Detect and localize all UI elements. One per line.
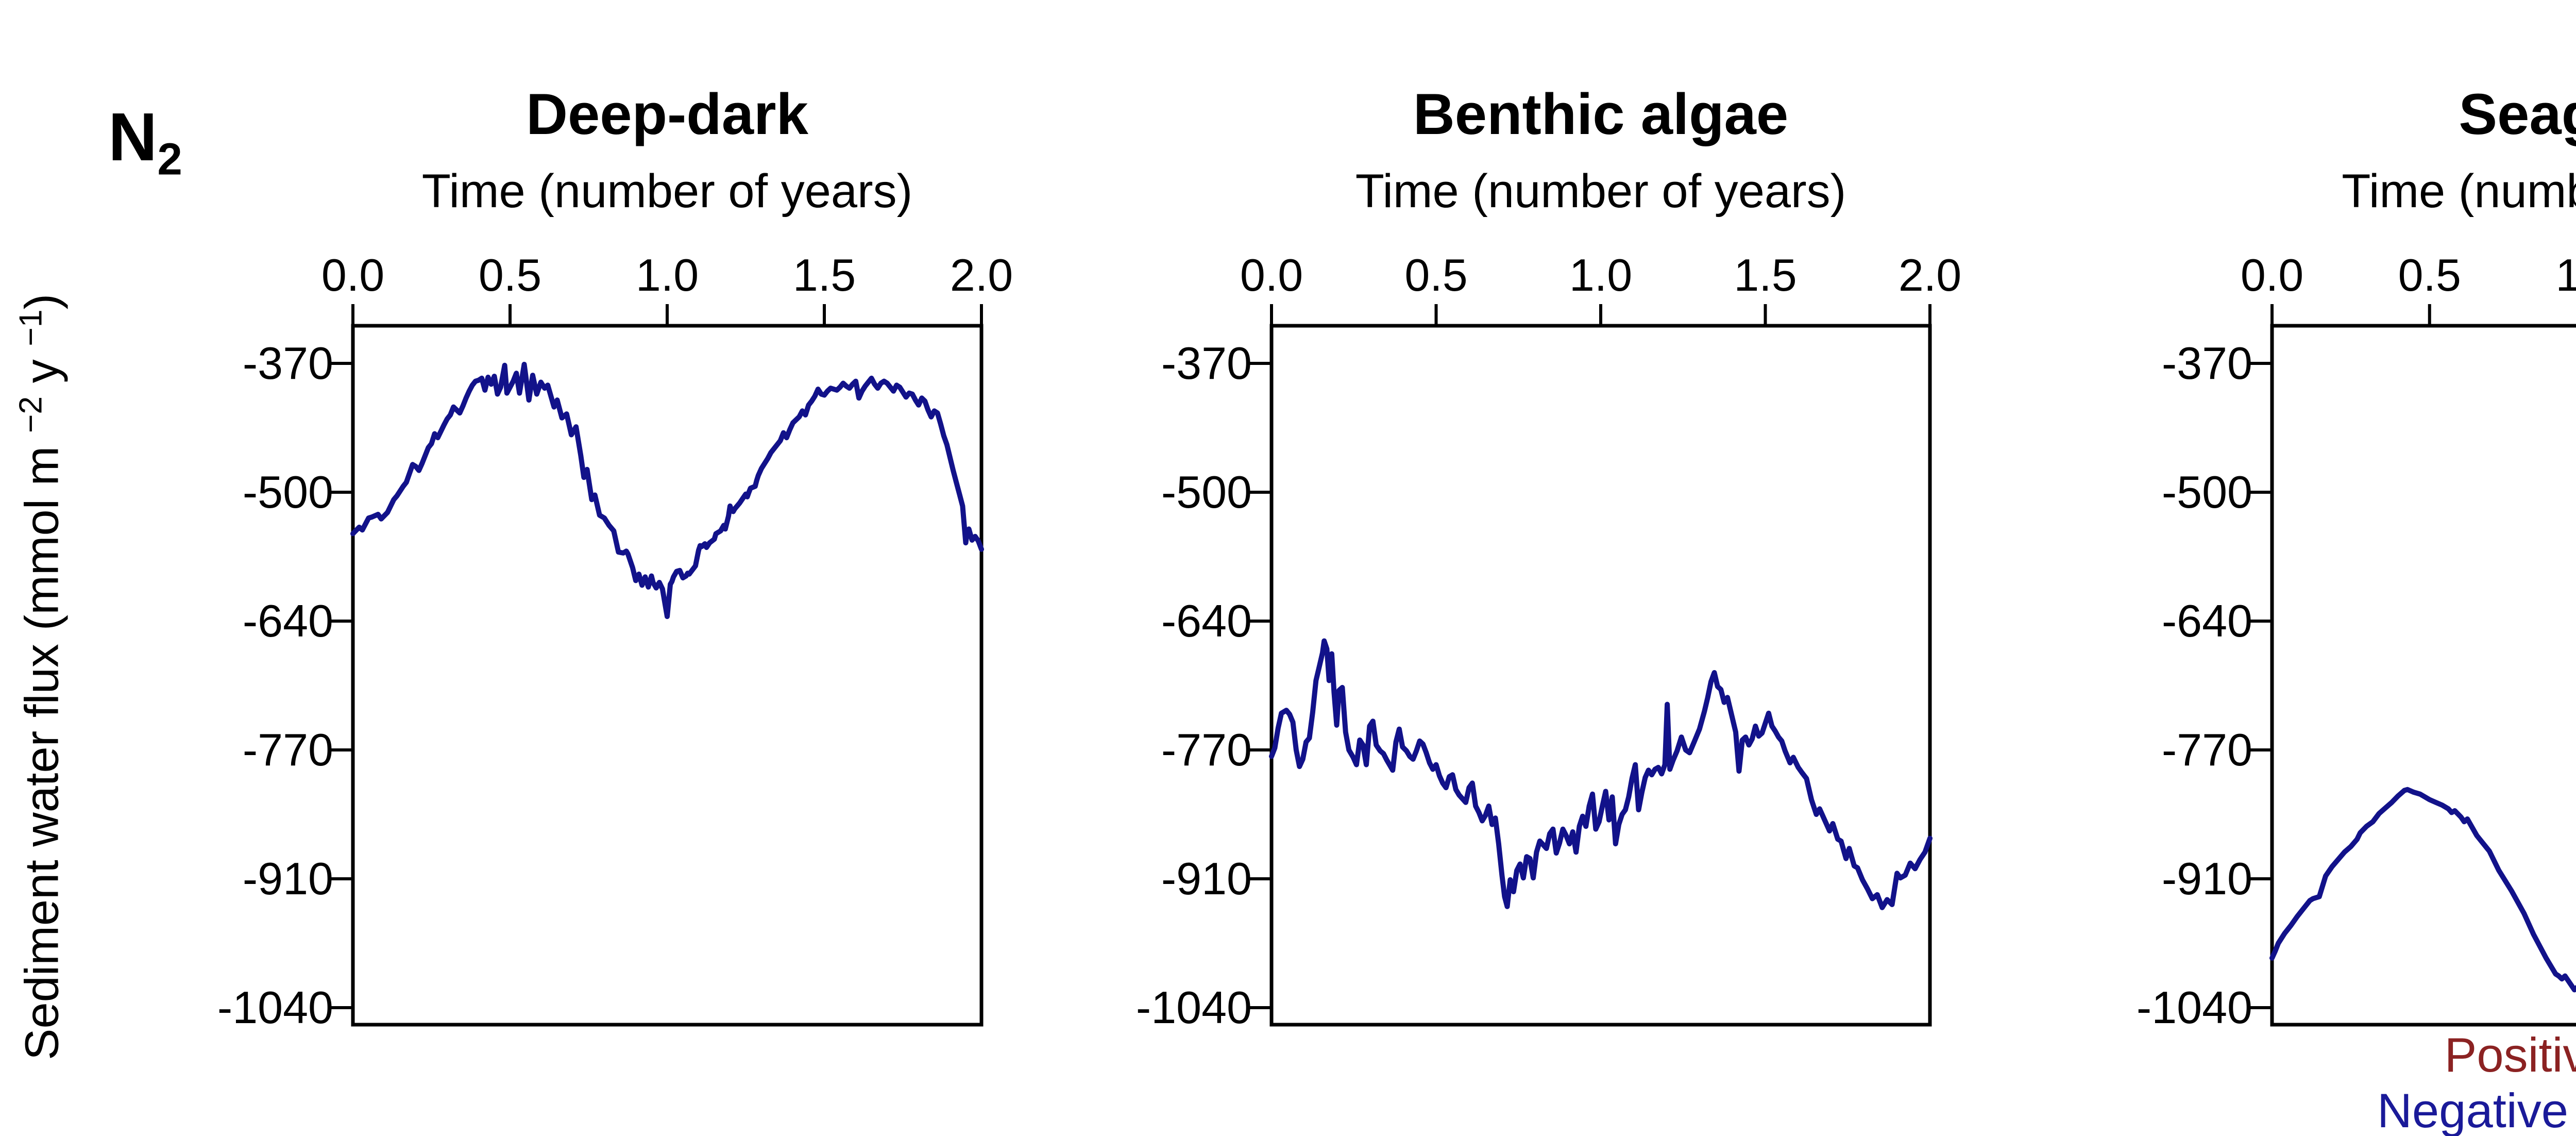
y-tick-label: -640 (1161, 595, 1252, 646)
x-tick-label: 1.0 (635, 249, 699, 300)
y-tick-label: -910 (2161, 853, 2252, 904)
molecule-label: N2 (108, 103, 182, 182)
data-line-deep-dark (350, 361, 984, 620)
molecule-subscript: 2 (157, 134, 182, 185)
x-tick-label: 0.5 (478, 249, 542, 300)
y-tick-label: -1040 (217, 982, 333, 1033)
chart-title-deep-dark: Deep-dark (526, 82, 808, 146)
data-line-benthic-algae (1269, 638, 1933, 910)
legend: Positive = into sediment Negative = to b… (1927, 1031, 2576, 1136)
y-tick-label: -910 (1161, 853, 1252, 904)
x-tick-label: 2.0 (950, 249, 1013, 300)
y-tick-label: -500 (1161, 466, 1252, 517)
legend-negative: Negative = to bottom water (1927, 1087, 2576, 1135)
y-tick-label: -370 (2161, 338, 2252, 389)
x-tick-label: 1.0 (1569, 249, 1633, 300)
x-axis-title-benthic-algae: Time (number of years) (1355, 165, 1846, 218)
data-line-seagrass (2269, 787, 2576, 993)
chart-title-benthic-algae: Benthic algae (1413, 82, 1789, 146)
y-tick-label: -640 (2161, 595, 2252, 646)
plot-box-seagrass (2270, 324, 2576, 1027)
plot-seagrass (2250, 304, 2576, 1027)
x-tick-label: 0.0 (2240, 249, 2304, 300)
x-tick-label: 0.5 (2398, 249, 2461, 300)
y-tick-label: -640 (242, 595, 333, 646)
x-tick-label: 1.0 (2555, 249, 2576, 300)
x-axis-title-deep-dark: Time (number of years) (421, 165, 913, 218)
x-tick-label: 2.0 (1898, 249, 1962, 300)
plot-benthic-algae (1250, 304, 1933, 1027)
y-tick-label: -910 (242, 853, 333, 904)
y-tick-label: -370 (1161, 338, 1252, 389)
x-tick-label: 0.0 (1240, 249, 1303, 300)
y-tick-label: -1040 (1136, 982, 1252, 1033)
y-tick-label: -500 (242, 466, 333, 517)
y-tick-label: -770 (242, 724, 333, 775)
x-tick-label: 0.0 (321, 249, 385, 300)
x-tick-label: 0.5 (1404, 249, 1468, 300)
x-axis-title-seagrass: Time (number of years) (2342, 165, 2576, 218)
y-tick-label: -770 (1161, 724, 1252, 775)
y-tick-label: -770 (2161, 724, 2252, 775)
y-tick-label: -1040 (2136, 982, 2252, 1033)
plot-deep-dark (331, 304, 984, 1027)
x-tick-label: 1.5 (792, 249, 856, 300)
legend-positive: Positive = into sediment (1927, 1031, 2576, 1079)
y-tick-label: -370 (242, 338, 333, 389)
x-tick-label: 1.5 (1734, 249, 1797, 300)
y-tick-label: -500 (2161, 466, 2252, 517)
legend-positive-text: Positive = into sediment (2444, 1028, 2576, 1082)
chart-title-seagrass: Seagrass (2459, 82, 2576, 146)
molecule-symbol: N (108, 99, 158, 175)
legend-negative-text: Negative = to bottom water (2377, 1083, 2576, 1136)
